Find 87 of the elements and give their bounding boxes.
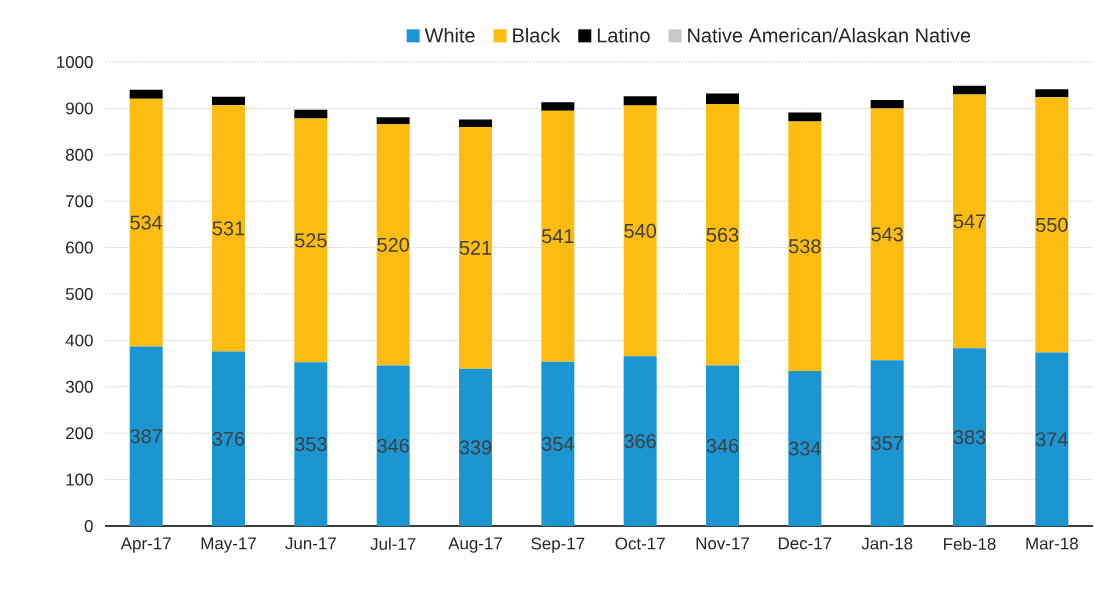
bar <box>129 98 163 347</box>
bar <box>294 109 328 119</box>
bar <box>870 360 904 526</box>
bar <box>459 126 492 369</box>
x-tick-label: Sep-17 <box>531 537 585 553</box>
bar <box>294 118 328 363</box>
bar <box>1035 89 1069 98</box>
data-label: 387 <box>130 429 162 444</box>
bar <box>953 348 987 526</box>
y-tick-label: 700 <box>66 195 93 208</box>
data-label: 534 <box>130 215 163 230</box>
data-label: 346 <box>377 438 409 453</box>
bar <box>953 94 987 349</box>
legend-label: Latino <box>597 27 650 43</box>
data-label: 346 <box>706 438 739 453</box>
x-tick-label: Feb-18 <box>944 537 996 550</box>
data-label: 550 <box>1036 217 1068 232</box>
bar <box>541 102 575 111</box>
data-label: 339 <box>459 440 492 455</box>
data-label: 531 <box>212 221 245 236</box>
x-tick-label: Jan-18 <box>861 537 913 550</box>
bar <box>623 105 657 357</box>
data-label: 376 <box>212 431 245 446</box>
bar <box>212 105 245 352</box>
legend-label: Native American/Alaskan Native <box>688 27 971 43</box>
bar <box>129 89 163 99</box>
data-label: 520 <box>377 237 409 252</box>
y-tick-label: 400 <box>65 334 93 347</box>
data-label: 353 <box>294 437 327 452</box>
bar <box>953 85 987 95</box>
y-tick-label: 500 <box>65 288 93 300</box>
x-tick-label: May-17 <box>201 537 256 553</box>
data-label: 540 <box>624 223 657 238</box>
y-tick-label: 600 <box>66 241 93 254</box>
y-tick-label: 900 <box>66 102 93 115</box>
x-tick-label: Dec-17 <box>778 537 832 550</box>
bar <box>376 117 410 125</box>
bar <box>541 361 575 526</box>
bar <box>623 356 657 526</box>
data-label: 543 <box>871 227 903 242</box>
data-label: 383 <box>953 430 986 445</box>
legend-label: White <box>424 27 475 43</box>
bar <box>1035 352 1069 526</box>
bar <box>870 108 904 361</box>
y-tick-label: 300 <box>65 380 93 393</box>
bar <box>129 346 163 526</box>
data-label: 357 <box>871 436 903 451</box>
data-label: 354 <box>541 436 574 451</box>
bar <box>623 96 657 106</box>
bar <box>541 110 575 362</box>
data-label: 334 <box>788 441 821 456</box>
bar <box>788 112 822 122</box>
bar <box>1035 97 1069 353</box>
bar <box>376 365 410 526</box>
bar <box>212 351 245 526</box>
y-tick-label: 0 <box>84 520 93 532</box>
data-label: 563 <box>706 227 739 242</box>
x-tick-label: Jul-17 <box>370 537 416 550</box>
x-tick-label: Nov-17 <box>696 537 749 550</box>
bar <box>706 93 740 105</box>
data-label: 374 <box>1035 432 1068 447</box>
bar <box>459 368 492 526</box>
y-tick-label: 1000 <box>57 56 93 68</box>
bar <box>870 100 904 109</box>
bar <box>294 362 328 526</box>
x-tick-label: Jun-17 <box>285 537 336 550</box>
data-label: 538 <box>789 239 821 254</box>
x-tick-label: Mar-18 <box>1026 537 1078 550</box>
x-tick-label: Apr-17 <box>120 537 171 553</box>
y-tick-label: 800 <box>65 148 93 161</box>
data-label: 521 <box>459 240 492 255</box>
bar <box>706 104 740 366</box>
x-tick-label: Aug-17 <box>448 537 502 553</box>
y-tick-label: 200 <box>66 427 93 440</box>
bar <box>376 124 410 366</box>
data-label: 366 <box>624 434 656 449</box>
bar <box>788 121 822 372</box>
data-label: 547 <box>953 214 986 229</box>
legend-label: Black <box>513 27 561 43</box>
bar <box>706 365 740 526</box>
x-tick-label: Oct-17 <box>615 537 665 550</box>
y-tick-label: 100 <box>66 473 93 486</box>
bar <box>459 119 492 127</box>
data-label: 525 <box>295 233 327 248</box>
bar <box>788 371 822 526</box>
data-label: 541 <box>542 229 574 244</box>
bar <box>212 96 245 106</box>
